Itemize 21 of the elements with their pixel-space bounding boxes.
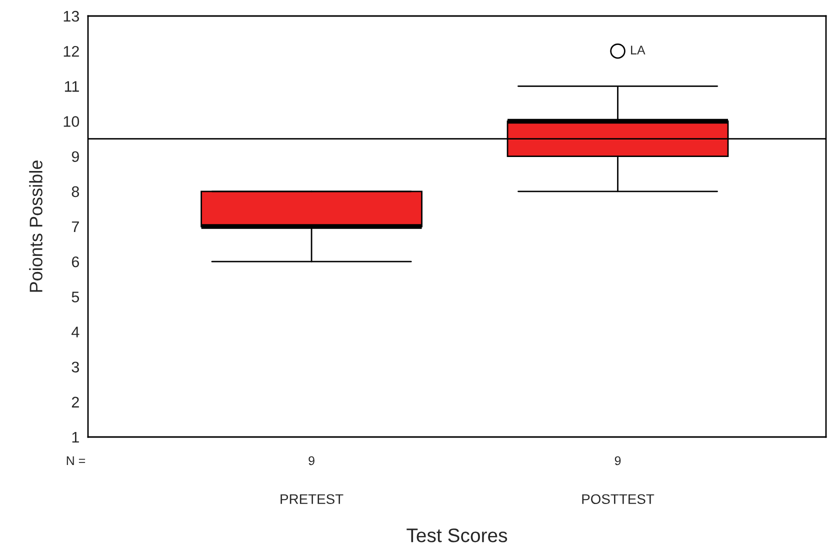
y-tick-label: 11 bbox=[64, 81, 79, 92]
y-axis-title: Poionts Possible bbox=[29, 160, 42, 292]
text: 9 bbox=[614, 456, 621, 466]
y-tick-label: 8 bbox=[72, 186, 80, 198]
y-tick-label: 12 bbox=[64, 46, 79, 57]
y-tick-label: 3 bbox=[72, 362, 79, 373]
annotation: LA bbox=[631, 46, 646, 54]
y-tick-label: 1 bbox=[72, 432, 79, 443]
x-tick-label: PRETEST bbox=[280, 494, 344, 504]
y-tick-label: 7 bbox=[72, 222, 79, 232]
y-tick-label: 9 bbox=[72, 151, 79, 162]
y-tick-label: 2 bbox=[72, 396, 79, 408]
y-tick-label: 6 bbox=[72, 256, 79, 268]
y-tick-label: 13 bbox=[64, 10, 79, 22]
x-tick-label: POSTTEST bbox=[582, 494, 654, 504]
y-tick-label: 4 bbox=[72, 326, 80, 338]
x-axis-title: Test Scores bbox=[406, 528, 508, 542]
text: N = bbox=[66, 456, 86, 466]
y-tick-label: 10 bbox=[64, 116, 80, 127]
text: 9 bbox=[308, 456, 314, 466]
y-tick-label: 5 bbox=[72, 292, 80, 302]
